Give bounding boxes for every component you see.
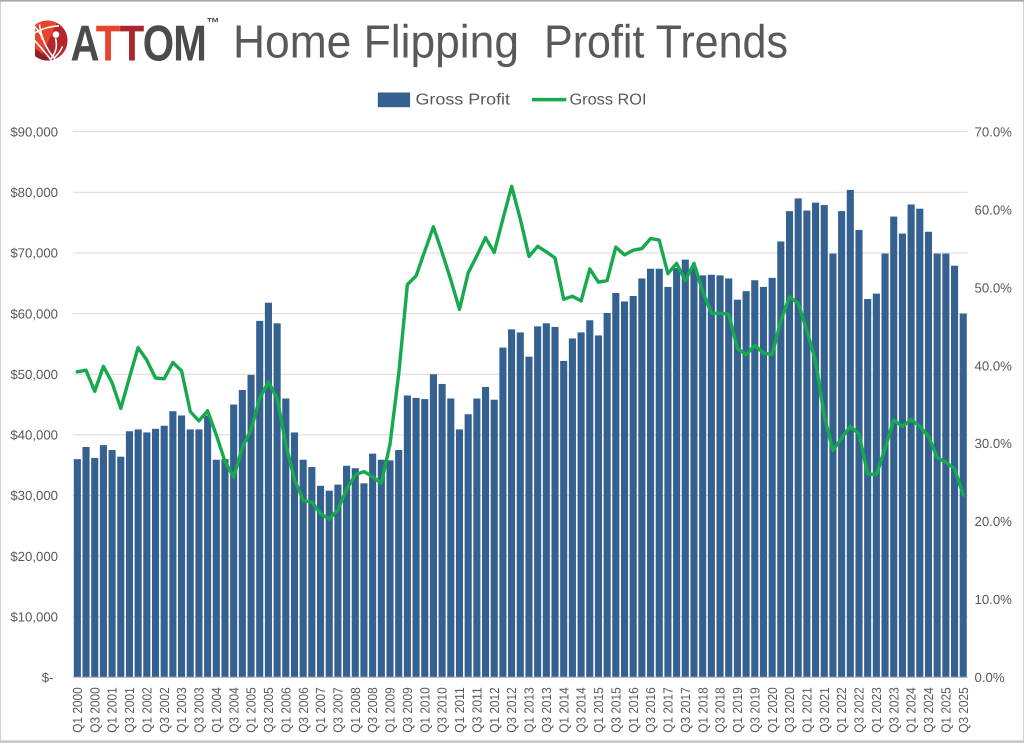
svg-text:Q1 2007: Q1 2007 [313,687,328,733]
svg-text:Q3 2018: Q3 2018 [713,687,728,733]
svg-text:Q3 2022: Q3 2022 [852,687,867,733]
svg-text:50.0%: 50.0% [975,280,1013,295]
svg-text:Q3 2019: Q3 2019 [747,687,762,733]
svg-text:Q1 2003: Q1 2003 [174,687,189,733]
svg-text:Q1 2002: Q1 2002 [139,687,154,733]
svg-text:$50,000: $50,000 [10,367,58,382]
svg-text:40.0%: 40.0% [975,358,1013,373]
svg-text:$10,000: $10,000 [10,610,58,625]
svg-text:$60,000: $60,000 [10,306,58,321]
svg-text:Q1 2001: Q1 2001 [105,687,120,733]
svg-text:Q3 2016: Q3 2016 [643,687,658,733]
svg-text:Home Flipping: Home Flipping [233,15,519,67]
svg-text:Q3 2023: Q3 2023 [886,687,901,733]
svg-text:Q1 2011: Q1 2011 [452,687,467,733]
svg-text:Q1 2008: Q1 2008 [348,687,363,733]
svg-text:Q1 2021: Q1 2021 [800,687,815,733]
svg-text:Q3 2015: Q3 2015 [608,687,623,733]
svg-text:Q1 2020: Q1 2020 [765,687,780,733]
svg-text:10.0%: 10.0% [975,592,1013,607]
svg-text:Q1 2010: Q1 2010 [417,687,432,733]
svg-text:Q3 2001: Q3 2001 [122,687,137,733]
svg-text:Q3 2012: Q3 2012 [504,687,519,733]
svg-text:Q1 2004: Q1 2004 [209,687,224,733]
svg-text:Q3 2008: Q3 2008 [365,687,380,733]
svg-text:Q3 2006: Q3 2006 [296,687,311,733]
svg-text:Q3 2021: Q3 2021 [817,687,832,733]
svg-text:$80,000: $80,000 [10,185,58,200]
svg-text:Q3 2011: Q3 2011 [470,687,485,733]
svg-text:Q1 2025: Q1 2025 [938,687,953,733]
svg-text:Q3 2000: Q3 2000 [87,687,102,733]
svg-text:ATTOM: ATTOM [71,14,207,71]
svg-text:Q3 2017: Q3 2017 [678,687,693,733]
svg-text:Q1 2005: Q1 2005 [244,687,259,733]
svg-text:Q3 2002: Q3 2002 [157,687,172,733]
svg-text:Q1 2015: Q1 2015 [591,687,606,733]
svg-text:™: ™ [207,15,220,30]
svg-text:$20,000: $20,000 [10,549,58,564]
svg-text:Q1 2019: Q1 2019 [730,687,745,733]
svg-text:Q1 2017: Q1 2017 [661,687,676,733]
svg-text:0.0%: 0.0% [975,670,1005,685]
svg-text:Q3 2009: Q3 2009 [400,687,415,733]
svg-text:Q3 2014: Q3 2014 [574,687,589,733]
svg-text:Gross ROI: Gross ROI [570,91,647,108]
svg-text:Q3 2003: Q3 2003 [192,687,207,733]
svg-text:Profit Trends: Profit Trends [544,15,788,67]
svg-text:Q3 2005: Q3 2005 [261,687,276,733]
svg-text:Q3 2024: Q3 2024 [921,687,936,733]
svg-text:Q1 2018: Q1 2018 [695,687,710,733]
svg-text:Q1 2023: Q1 2023 [869,687,884,733]
svg-text:30.0%: 30.0% [975,436,1013,451]
svg-text:$90,000: $90,000 [10,124,58,139]
svg-text:$70,000: $70,000 [10,246,58,261]
svg-text:Q1 2009: Q1 2009 [383,687,398,733]
svg-text:Q3 2007: Q3 2007 [331,687,346,733]
svg-text:Q1 2014: Q1 2014 [556,687,571,733]
svg-text:70.0%: 70.0% [975,124,1013,139]
svg-text:$-: $- [42,670,54,685]
svg-text:Q3 2004: Q3 2004 [226,687,241,733]
svg-text:Q3 2010: Q3 2010 [435,687,450,733]
svg-text:Q3 2020: Q3 2020 [782,687,797,733]
svg-text:$30,000: $30,000 [10,488,58,503]
svg-text:60.0%: 60.0% [975,202,1013,217]
svg-text:Q1 2016: Q1 2016 [626,687,641,733]
svg-text:Q1 2006: Q1 2006 [278,687,293,733]
svg-text:Q1 2024: Q1 2024 [904,687,919,733]
svg-text:$40,000: $40,000 [10,428,58,443]
svg-text:Q1 2013: Q1 2013 [522,687,537,733]
svg-text:Q1 2012: Q1 2012 [487,687,502,733]
svg-text:Gross Profit: Gross Profit [416,91,511,108]
svg-text:Q1 2000: Q1 2000 [70,687,85,733]
svg-text:20.0%: 20.0% [975,514,1013,529]
svg-text:Q3 2013: Q3 2013 [539,687,554,733]
svg-text:Q3 2025: Q3 2025 [956,687,971,733]
svg-text:Q1 2022: Q1 2022 [834,687,849,733]
